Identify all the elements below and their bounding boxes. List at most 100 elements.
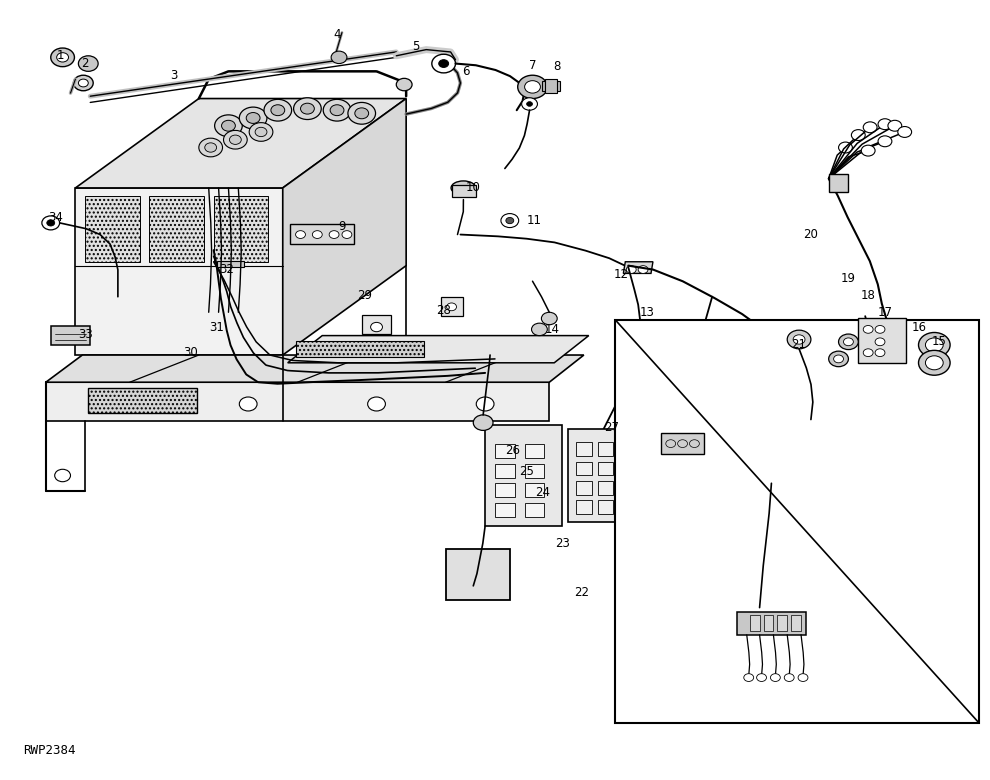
Circle shape bbox=[78, 56, 98, 71]
Circle shape bbox=[506, 218, 514, 224]
Polygon shape bbox=[672, 349, 697, 363]
Circle shape bbox=[627, 266, 637, 274]
Circle shape bbox=[50, 48, 74, 66]
Circle shape bbox=[240, 107, 267, 129]
Text: 32: 32 bbox=[219, 263, 234, 276]
Circle shape bbox=[331, 51, 346, 63]
Polygon shape bbox=[829, 174, 848, 192]
Bar bbox=[576, 481, 592, 495]
Bar bbox=[495, 484, 515, 498]
Circle shape bbox=[527, 101, 533, 106]
Circle shape bbox=[522, 98, 538, 110]
Ellipse shape bbox=[451, 181, 476, 195]
Bar bbox=[290, 225, 353, 244]
Text: 28: 28 bbox=[437, 304, 451, 317]
Circle shape bbox=[354, 108, 368, 119]
Bar bbox=[545, 79, 557, 93]
Text: 30: 30 bbox=[183, 346, 198, 360]
Circle shape bbox=[501, 214, 519, 228]
Polygon shape bbox=[441, 296, 463, 316]
Circle shape bbox=[875, 349, 885, 356]
Circle shape bbox=[784, 674, 794, 682]
Text: RWP2384: RWP2384 bbox=[23, 744, 75, 757]
Text: 33: 33 bbox=[78, 328, 93, 341]
Circle shape bbox=[770, 674, 780, 682]
Bar bbox=[598, 500, 614, 514]
Circle shape bbox=[301, 103, 315, 114]
Polygon shape bbox=[283, 98, 406, 355]
Circle shape bbox=[54, 470, 70, 482]
Bar bbox=[451, 185, 476, 197]
Circle shape bbox=[73, 75, 93, 90]
Text: 9: 9 bbox=[339, 220, 346, 233]
Circle shape bbox=[793, 335, 805, 344]
Circle shape bbox=[843, 338, 853, 346]
Circle shape bbox=[271, 105, 285, 115]
Bar bbox=[85, 196, 140, 262]
Text: 10: 10 bbox=[466, 182, 481, 194]
Circle shape bbox=[255, 127, 267, 136]
Circle shape bbox=[47, 220, 54, 226]
Polygon shape bbox=[661, 433, 704, 454]
Bar bbox=[576, 442, 592, 456]
Bar bbox=[296, 341, 424, 356]
Circle shape bbox=[230, 135, 242, 144]
Circle shape bbox=[861, 145, 875, 156]
Circle shape bbox=[743, 674, 753, 682]
Circle shape bbox=[432, 55, 455, 73]
Text: 13: 13 bbox=[640, 306, 654, 319]
Circle shape bbox=[330, 105, 344, 115]
Circle shape bbox=[926, 356, 943, 370]
Circle shape bbox=[323, 99, 350, 121]
Circle shape bbox=[851, 129, 865, 140]
Circle shape bbox=[247, 112, 260, 123]
Circle shape bbox=[446, 303, 456, 310]
Text: 8: 8 bbox=[553, 60, 561, 73]
Circle shape bbox=[199, 138, 223, 157]
Circle shape bbox=[875, 338, 885, 346]
Text: 25: 25 bbox=[519, 465, 534, 478]
Text: 29: 29 bbox=[357, 289, 372, 302]
Bar bbox=[620, 481, 636, 495]
Polygon shape bbox=[75, 98, 406, 188]
Bar bbox=[495, 464, 515, 478]
Circle shape bbox=[42, 216, 59, 230]
Text: 19: 19 bbox=[841, 271, 856, 285]
Bar bbox=[763, 615, 773, 631]
Text: 5: 5 bbox=[412, 40, 420, 53]
Text: 2: 2 bbox=[81, 57, 89, 70]
Bar bbox=[598, 462, 614, 476]
Circle shape bbox=[919, 332, 950, 357]
Bar bbox=[620, 442, 636, 456]
Text: 20: 20 bbox=[804, 228, 819, 241]
Circle shape bbox=[798, 674, 808, 682]
Text: 22: 22 bbox=[574, 586, 589, 598]
Bar bbox=[858, 317, 906, 363]
Circle shape bbox=[240, 397, 257, 411]
Circle shape bbox=[787, 330, 811, 349]
Text: 11: 11 bbox=[527, 214, 542, 227]
Bar bbox=[598, 442, 614, 456]
Text: 23: 23 bbox=[554, 537, 569, 551]
Text: 6: 6 bbox=[461, 65, 469, 78]
Polygon shape bbox=[624, 262, 653, 274]
Bar bbox=[543, 81, 560, 90]
Bar bbox=[620, 462, 636, 476]
Polygon shape bbox=[50, 326, 90, 345]
Bar bbox=[495, 445, 515, 459]
Circle shape bbox=[367, 397, 385, 411]
Text: 15: 15 bbox=[932, 335, 946, 349]
Circle shape bbox=[677, 353, 687, 360]
Circle shape bbox=[215, 115, 243, 136]
Text: 4: 4 bbox=[334, 27, 341, 41]
Bar bbox=[485, 425, 562, 526]
Bar bbox=[568, 429, 655, 522]
Circle shape bbox=[56, 53, 68, 62]
Bar bbox=[791, 615, 801, 631]
Bar bbox=[616, 320, 979, 722]
Circle shape bbox=[888, 120, 902, 131]
Polygon shape bbox=[46, 382, 549, 421]
Circle shape bbox=[863, 349, 873, 356]
Bar bbox=[88, 388, 197, 413]
Circle shape bbox=[329, 231, 339, 239]
